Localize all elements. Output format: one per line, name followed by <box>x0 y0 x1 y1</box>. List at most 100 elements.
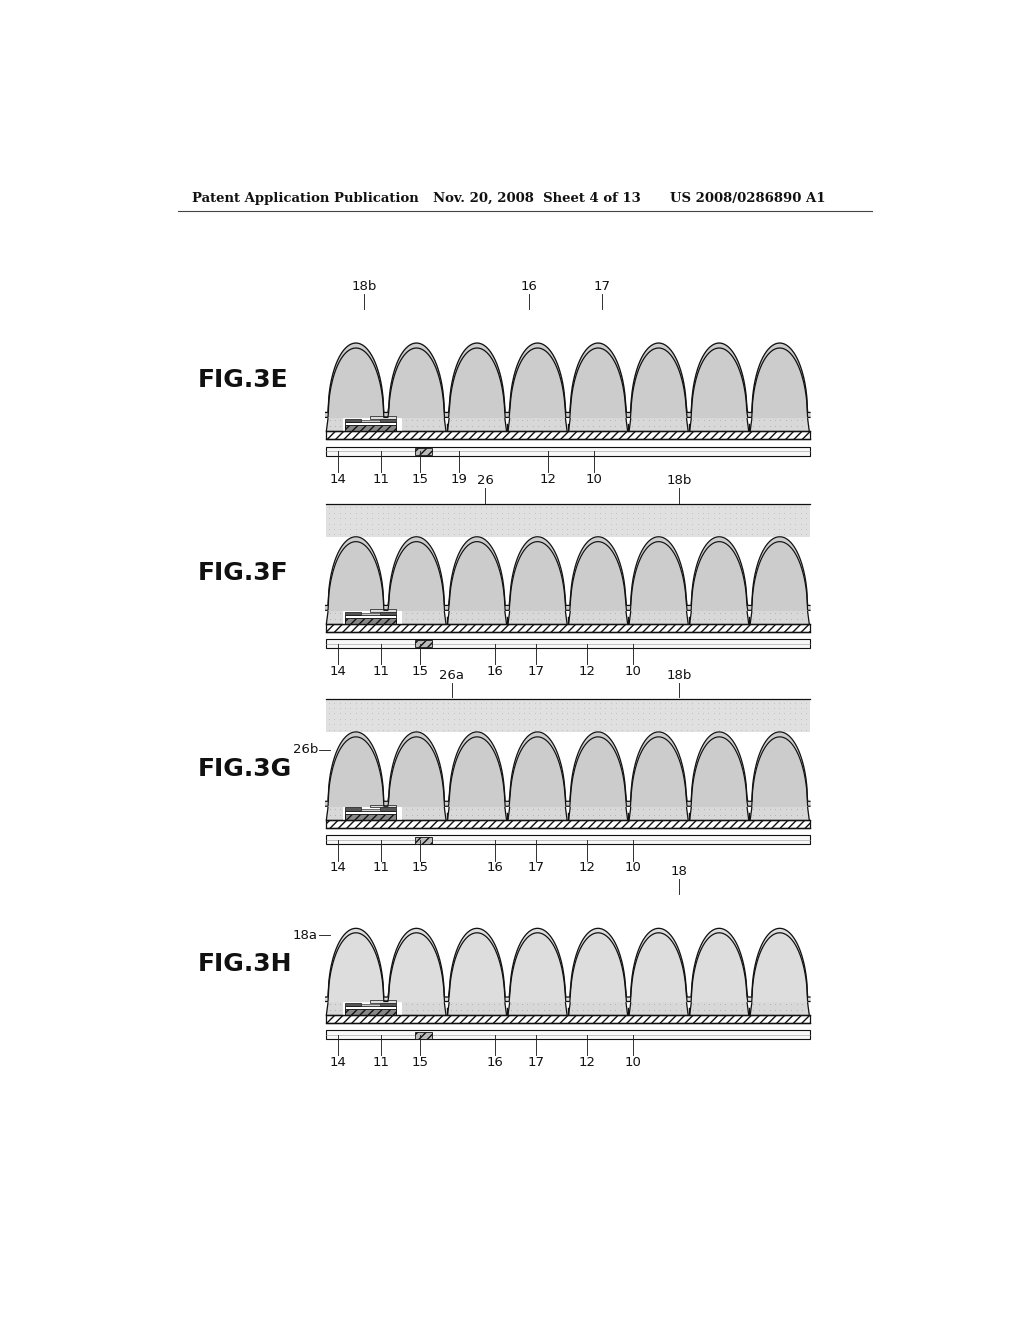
Bar <box>345 611 361 615</box>
Polygon shape <box>326 928 810 1002</box>
Bar <box>326 1031 810 1039</box>
Text: 12: 12 <box>579 665 596 678</box>
Bar <box>326 341 810 430</box>
Polygon shape <box>751 933 809 1015</box>
Bar <box>326 430 810 440</box>
Text: 11: 11 <box>373 665 390 678</box>
Text: 11: 11 <box>373 862 390 874</box>
Text: 18b: 18b <box>667 474 692 487</box>
Polygon shape <box>508 348 567 430</box>
Bar <box>345 814 396 820</box>
Text: 16: 16 <box>486 1056 504 1069</box>
Bar <box>343 990 402 1015</box>
Bar <box>345 808 361 810</box>
Bar <box>326 1015 810 1023</box>
Text: Patent Application Publication: Patent Application Publication <box>191 191 418 205</box>
Polygon shape <box>568 541 628 624</box>
Bar <box>416 447 432 455</box>
Text: Nov. 20, 2008  Sheet 4 of 13: Nov. 20, 2008 Sheet 4 of 13 <box>432 191 640 205</box>
Bar <box>380 418 396 422</box>
Polygon shape <box>629 541 688 624</box>
Bar <box>326 624 810 632</box>
Text: 10: 10 <box>625 862 642 874</box>
Bar <box>361 420 380 422</box>
Text: 17: 17 <box>593 280 610 293</box>
Bar <box>345 615 396 618</box>
Text: 26b: 26b <box>293 743 317 756</box>
Bar <box>380 611 396 615</box>
Polygon shape <box>327 737 385 820</box>
Polygon shape <box>447 737 507 820</box>
Polygon shape <box>387 933 445 1015</box>
Polygon shape <box>447 933 507 1015</box>
Text: 26a: 26a <box>439 669 464 682</box>
Polygon shape <box>508 541 567 624</box>
Bar <box>371 416 396 418</box>
Polygon shape <box>690 348 749 430</box>
Text: 18b: 18b <box>667 669 692 682</box>
Text: 16: 16 <box>520 280 538 293</box>
Bar <box>345 1003 361 1006</box>
Text: 17: 17 <box>527 862 545 874</box>
Bar <box>345 810 396 814</box>
Text: 11: 11 <box>373 1056 390 1069</box>
Polygon shape <box>447 348 507 430</box>
Polygon shape <box>327 541 385 624</box>
Text: 11: 11 <box>373 473 390 486</box>
Bar <box>371 609 396 611</box>
Polygon shape <box>629 737 688 820</box>
Polygon shape <box>326 731 810 807</box>
Polygon shape <box>326 343 810 417</box>
Text: 12: 12 <box>579 1056 596 1069</box>
Bar <box>380 1003 396 1006</box>
Polygon shape <box>751 348 809 430</box>
Text: FIG.3F: FIG.3F <box>198 561 289 585</box>
Text: 18b: 18b <box>351 280 377 293</box>
Text: 15: 15 <box>412 862 429 874</box>
Polygon shape <box>751 541 809 624</box>
Bar <box>416 640 432 647</box>
Text: 18: 18 <box>671 866 688 878</box>
Text: 10: 10 <box>625 1056 642 1069</box>
Text: 10: 10 <box>625 665 642 678</box>
Text: 17: 17 <box>527 1056 545 1069</box>
Text: 18a: 18a <box>293 929 317 942</box>
Polygon shape <box>447 541 507 624</box>
Bar <box>326 836 810 845</box>
Polygon shape <box>568 737 628 820</box>
Bar <box>380 808 396 810</box>
Bar <box>371 805 396 808</box>
Bar <box>371 1001 396 1003</box>
Text: 12: 12 <box>540 473 557 486</box>
Polygon shape <box>568 933 628 1015</box>
Text: 14: 14 <box>330 473 346 486</box>
Text: 16: 16 <box>486 862 504 874</box>
Polygon shape <box>690 737 749 820</box>
Bar <box>326 535 810 624</box>
Text: 15: 15 <box>412 473 429 486</box>
Bar <box>345 1010 396 1015</box>
Text: 16: 16 <box>486 665 504 678</box>
Text: 14: 14 <box>330 1056 346 1069</box>
Bar <box>326 820 810 828</box>
Bar <box>326 639 810 648</box>
Polygon shape <box>751 737 809 820</box>
Bar <box>361 612 380 615</box>
Text: 17: 17 <box>527 665 545 678</box>
Text: 14: 14 <box>330 862 346 874</box>
Bar <box>361 1005 380 1006</box>
Bar <box>345 618 396 624</box>
Bar <box>345 1006 396 1010</box>
Polygon shape <box>326 537 810 610</box>
Bar <box>326 698 810 731</box>
Polygon shape <box>568 348 628 430</box>
Bar <box>345 425 396 430</box>
Polygon shape <box>508 933 567 1015</box>
Text: 15: 15 <box>412 665 429 678</box>
Polygon shape <box>387 541 445 624</box>
Polygon shape <box>629 348 688 430</box>
Polygon shape <box>690 541 749 624</box>
Bar <box>345 422 396 425</box>
Text: 19: 19 <box>451 473 467 486</box>
Text: 15: 15 <box>412 1056 429 1069</box>
